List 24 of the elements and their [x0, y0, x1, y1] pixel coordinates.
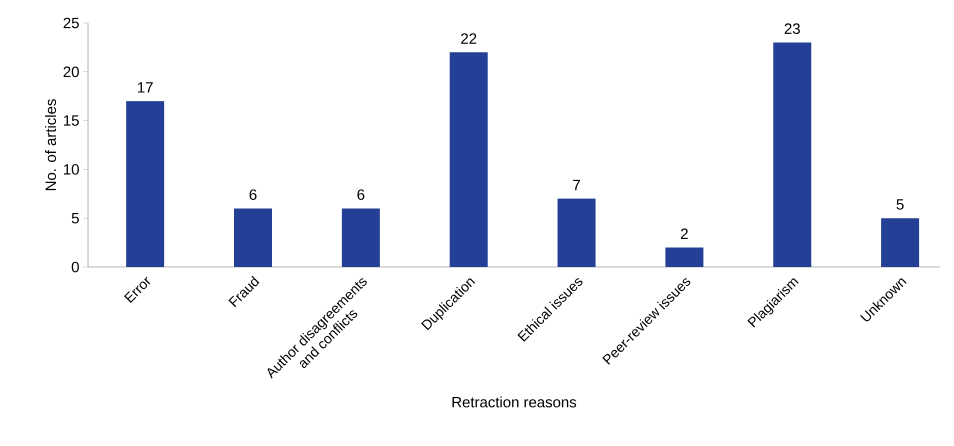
bar	[558, 198, 596, 267]
data-label: 7	[573, 180, 580, 190]
y-tick-label: 0	[72, 262, 79, 272]
data-label: 5	[896, 199, 904, 210]
y-tick-label: 10	[64, 164, 79, 175]
bar	[881, 218, 920, 267]
data-label: 2	[681, 228, 688, 239]
x-axis-title: Retraction reasons	[452, 396, 576, 408]
y-tick-label: 5	[72, 212, 79, 224]
data-label: 22	[461, 33, 476, 44]
bar	[665, 247, 704, 267]
data-label: 6	[357, 189, 364, 200]
y-tick-label: 15	[64, 115, 79, 126]
y-axis-title: No. of articles	[45, 99, 56, 190]
y-tick-label: 20	[64, 66, 79, 78]
bar	[450, 52, 488, 267]
data-label: 23	[784, 23, 800, 34]
bar	[342, 208, 380, 267]
data-label: 6	[250, 189, 257, 200]
bar	[126, 101, 164, 267]
bar	[773, 42, 812, 267]
bar	[234, 208, 272, 267]
data-label: 17	[138, 82, 153, 93]
y-tick-label: 25	[64, 18, 79, 28]
